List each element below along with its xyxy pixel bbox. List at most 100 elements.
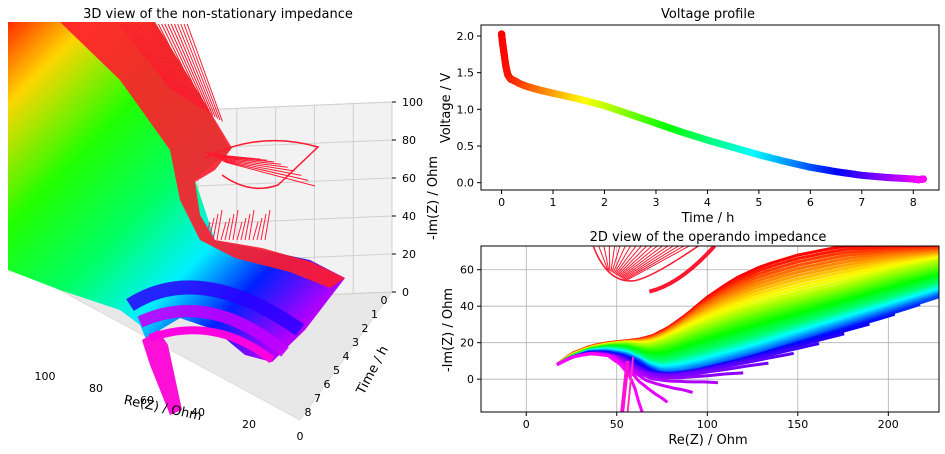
wire-spike [224, 217, 231, 241]
voltage-x-tick-label: 2 [601, 196, 608, 209]
wire-line-loop [210, 154, 261, 160]
early-loop-line [623, 246, 679, 280]
early-loop-line [598, 246, 609, 270]
wire-line-loop [217, 157, 288, 168]
grid-line-z [197, 177, 393, 187]
y-tick-label-2d: 60 [460, 264, 474, 277]
y-axis-label-2d: -Im(Z) / Ohm [441, 288, 456, 372]
x-tick-label-3d: 80 [89, 382, 103, 395]
wire-line [161, 23, 204, 110]
time-tick-label-3d: 6 [324, 378, 331, 391]
voltage-y-tick-label: 1.5 [457, 67, 475, 80]
late-tail [626, 357, 635, 412]
grid-line-z [197, 215, 393, 225]
time-tick-label-3d: 5 [333, 364, 340, 377]
surface-arc-violet [137, 305, 289, 357]
impedance-curves [556, 246, 939, 412]
title-voltage: Voltage profile [661, 7, 755, 22]
x-tick-label-2d: 100 [697, 418, 718, 431]
early-loop-line [618, 246, 653, 277]
y-tick-label-2d: 40 [460, 300, 474, 313]
y-axis-label-voltage: Voltage / V [439, 73, 454, 143]
voltage-x-tick-label: 7 [858, 196, 865, 209]
time-axis-label-3d: Time / h [353, 344, 391, 398]
x-tick-label-3d: 100 [35, 370, 56, 383]
wire-spike [220, 221, 227, 241]
wire-line [177, 23, 216, 118]
voltage-x-tick-label: 8 [910, 196, 917, 209]
time-tick-label-3d: 4 [343, 350, 350, 363]
x-axis-label-3d: Re(Z) / Ohm [122, 393, 203, 424]
early-loop-band [648, 246, 717, 294]
voltage-axis-ticks: 0 1 2 3 4 5 6 7 8 0.0 0.5 1.0 1.5 2.0 [457, 30, 917, 209]
z-tick-label: 60 [402, 172, 416, 185]
wire-spike [244, 213, 251, 241]
wire-line [154, 23, 199, 107]
time-tick-label-3d: 1 [371, 308, 378, 321]
x-tick-label-3d: 0 [297, 430, 304, 443]
voltage-series [497, 30, 928, 184]
wire-line-loop [214, 156, 275, 163]
early-loop-line [611, 246, 621, 273]
time-tick-label-3d: 3 [352, 336, 359, 349]
early-loop-line [610, 246, 616, 272]
wire-line [122, 23, 175, 92]
early-loop-line [624, 246, 685, 281]
z-tick-label: 20 [402, 248, 416, 261]
wire-spike [240, 217, 247, 241]
voltage-y-tick-label: 2.0 [457, 30, 475, 43]
wire-line [132, 23, 183, 97]
time-tick-label-3d: 7 [314, 392, 321, 405]
surface-arc-blue [126, 280, 305, 336]
title-2d: 2D view of the operando impedance [590, 230, 827, 245]
surface-red-ridge [60, 22, 345, 288]
time-tick-label-3d: 0 [381, 294, 388, 307]
wire-line [119, 23, 173, 91]
x-tick-label-2d: 200 [878, 418, 899, 431]
x-tick-label-2d: 0 [523, 418, 530, 431]
x-axis-label-voltage: Time / h [681, 211, 735, 226]
voltage-y-tick-label: 0.5 [457, 140, 475, 153]
wire-spike [256, 217, 263, 241]
early-loop-line [616, 246, 647, 276]
wire-line [173, 23, 214, 116]
y-tick-label-2d: 20 [460, 337, 474, 350]
impedance-curve [556, 352, 644, 412]
x-tick-label-2d: 150 [787, 418, 808, 431]
early-loop-line [620, 246, 663, 278]
early-loop-line [603, 246, 610, 271]
voltage-y-tick-label: 1.0 [457, 103, 475, 116]
wire-line-loop [219, 158, 295, 172]
wire-line [135, 23, 185, 98]
wire-line [157, 23, 202, 109]
early-loop-line [621, 246, 669, 279]
plot-frame-2d [480, 245, 940, 413]
axis-ticks-2d: 0 50 100 150 200 0 20 40 60 [460, 264, 899, 431]
wire-line-loop [223, 160, 309, 181]
z-tick-label: 80 [402, 134, 416, 147]
wire-line [170, 23, 211, 115]
plot-frame-voltage [480, 24, 940, 191]
wire-line [164, 23, 207, 112]
wire-line-loop [212, 155, 268, 161]
wire-spike [208, 217, 215, 241]
surface-tail [142, 330, 182, 415]
voltage-y-tick-label: 0.0 [457, 177, 475, 190]
voltage-x-tick-label: 1 [550, 196, 557, 209]
early-loop-line [612, 246, 626, 274]
wire-spike [228, 213, 235, 241]
y-tick-label-2d: 0 [467, 373, 474, 386]
z-axis-ticks: 0 20 40 60 80 100 [392, 96, 423, 299]
wire-line [151, 23, 197, 106]
early-loop-line [625, 246, 690, 282]
wire-spike [232, 209, 239, 241]
title-3d: 3D view of the non-stationary impedance [83, 7, 353, 22]
wire-spike [216, 209, 223, 241]
early-loop-line [615, 246, 642, 276]
wire-spike [204, 221, 211, 241]
voltage-x-tick-label: 0 [498, 196, 505, 209]
x-tick-label-2d: 50 [610, 418, 624, 431]
early-loop-line [619, 246, 658, 278]
early-loop-line [614, 246, 637, 275]
wire-spike [212, 213, 219, 241]
